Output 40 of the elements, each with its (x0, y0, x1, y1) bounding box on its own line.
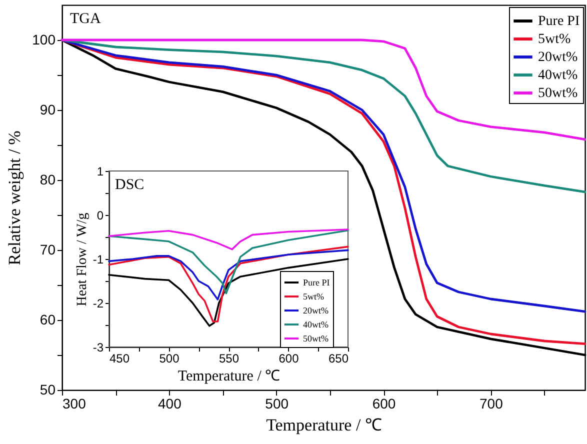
x-tick-label: 700 (480, 396, 504, 412)
x-axis-title: Temperature / ℃ (266, 416, 382, 434)
y-tick-label: 80 (40, 172, 56, 188)
y-tick-label: -1 (92, 252, 104, 266)
x-tick-label: 500 (265, 396, 289, 412)
y-tick-label: 100 (32, 32, 56, 48)
x-tick-label: 600 (278, 352, 300, 366)
y-tick-label: 70 (40, 242, 56, 258)
x-axis-title: Temperature / ℃ (178, 368, 280, 384)
legend-label: 20wt% (538, 50, 578, 65)
y-axis-title: Heat Flow / W/g (74, 212, 90, 306)
y-axis-title: Relative weight / % (5, 130, 24, 266)
line-series (108, 246, 349, 322)
y-tick-label: 90 (40, 102, 56, 118)
x-tick-label: 550 (218, 352, 240, 366)
line-series (108, 249, 349, 300)
x-tick-label: 450 (110, 352, 130, 366)
x-tick-label: 500 (159, 352, 180, 366)
annotation: TGA (70, 11, 101, 27)
y-tick-label: -3 (92, 340, 104, 354)
x-tick-label: 650 (328, 352, 349, 366)
legend-label: 50wt% (538, 86, 578, 101)
annotation: DSC (115, 177, 144, 193)
legend-label: 5wt% (303, 292, 324, 302)
x-tick-label: 600 (372, 396, 396, 412)
y-tick-label: 0 (96, 208, 104, 222)
y-tick-label: 60 (40, 312, 56, 328)
y-tick-label: 50 (40, 382, 56, 398)
legend-label: 40wt% (538, 68, 578, 83)
legend-label: 50wt% (303, 334, 329, 344)
y-tick-label: 1 (96, 164, 104, 178)
legend-label: 5wt% (538, 32, 571, 47)
x-tick-label: 400 (158, 396, 182, 412)
legend-label: 20wt% (303, 306, 329, 316)
legend-label: Pure PI (538, 14, 580, 29)
legend-label: 40wt% (303, 320, 329, 330)
legend-label: Pure PI (303, 278, 330, 288)
x-tick-label: 300 (62, 396, 86, 412)
line-series (108, 228, 349, 250)
y-tick-label: -2 (92, 296, 104, 310)
